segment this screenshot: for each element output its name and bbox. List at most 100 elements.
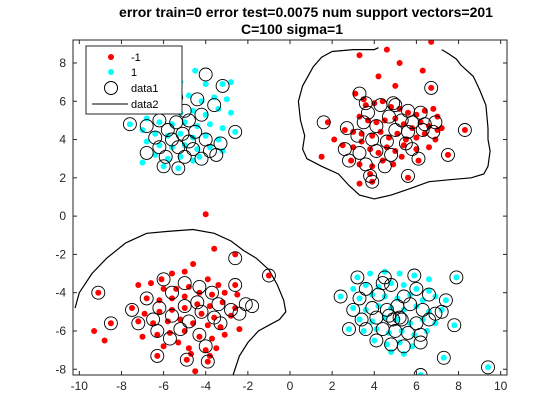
point-class-pos bbox=[143, 138, 150, 145]
point-class-pos bbox=[413, 285, 420, 292]
legend-label-boundary: data2 bbox=[131, 99, 159, 111]
point-class-pos bbox=[202, 132, 209, 139]
point-class-pos bbox=[156, 119, 163, 126]
point-class-pos bbox=[371, 337, 378, 344]
support-vector-marker bbox=[386, 96, 401, 111]
point-class-neg bbox=[367, 171, 374, 177]
point-class-pos bbox=[185, 92, 192, 99]
point-class-neg bbox=[232, 282, 239, 288]
point-class-neg bbox=[181, 268, 188, 275]
support-vector-marker bbox=[192, 279, 207, 294]
legend-marker-neg bbox=[108, 54, 114, 60]
point-class-neg bbox=[428, 40, 435, 45]
support-vector-marker bbox=[173, 322, 188, 337]
point-class-neg bbox=[107, 320, 114, 327]
support-vector-marker bbox=[165, 285, 179, 300]
point-class-pos bbox=[223, 96, 230, 103]
support-vector-marker bbox=[156, 272, 171, 287]
support-vector-marker bbox=[188, 124, 203, 139]
support-vector-marker bbox=[165, 308, 179, 323]
support-vector-marker bbox=[150, 324, 165, 338]
point-class-neg bbox=[265, 272, 272, 279]
point-class-neg bbox=[209, 335, 215, 342]
point-class-pos bbox=[411, 272, 418, 279]
y-tick-label: 2 bbox=[59, 171, 66, 185]
support-vector-marker bbox=[382, 109, 396, 124]
point-class-pos bbox=[160, 163, 167, 170]
support-vector-marker bbox=[192, 327, 207, 342]
point-class-neg bbox=[324, 119, 331, 126]
support-vector-marker bbox=[354, 312, 369, 327]
point-class-neg bbox=[356, 180, 363, 187]
point-class-neg bbox=[181, 293, 188, 300]
support-vector-marker bbox=[342, 322, 356, 337]
point-class-neg bbox=[204, 276, 211, 283]
point-class-neg bbox=[135, 282, 142, 288]
point-class-neg bbox=[175, 339, 182, 346]
point-class-pos bbox=[152, 130, 159, 137]
point-class-neg bbox=[217, 324, 224, 331]
support-vector-marker bbox=[377, 159, 392, 174]
support-vector-marker bbox=[415, 302, 430, 317]
support-vector-marker bbox=[346, 302, 361, 317]
support-vector-marker bbox=[424, 80, 439, 95]
point-class-neg bbox=[204, 322, 211, 329]
x-tick-label: 4 bbox=[371, 379, 378, 393]
support-vector-marker bbox=[152, 140, 167, 155]
point-class-neg bbox=[169, 306, 175, 313]
support-vector-marker bbox=[386, 312, 401, 327]
point-class-neg bbox=[164, 318, 171, 325]
support-vector-marker bbox=[407, 268, 422, 283]
point-class-neg bbox=[198, 310, 205, 317]
point-class-neg bbox=[405, 109, 411, 116]
point-class-pos bbox=[194, 146, 201, 153]
point-class-neg bbox=[352, 90, 359, 97]
point-class-neg bbox=[190, 261, 197, 267]
support-vector-marker bbox=[403, 297, 418, 312]
point-class-neg bbox=[428, 84, 435, 91]
support-vector-marker bbox=[436, 350, 451, 365]
support-vector-marker bbox=[358, 281, 373, 296]
point-class-pos bbox=[360, 328, 367, 334]
point-class-pos bbox=[356, 295, 363, 302]
point-class-pos bbox=[139, 159, 146, 166]
point-class-neg bbox=[341, 127, 348, 133]
support-vector-marker bbox=[417, 117, 432, 132]
point-class-neg bbox=[318, 153, 325, 160]
point-class-neg bbox=[419, 67, 426, 74]
support-vector-marker bbox=[103, 316, 118, 331]
point-class-neg bbox=[392, 82, 399, 89]
point-class-neg bbox=[141, 310, 148, 317]
point-class-pos bbox=[356, 316, 363, 323]
point-class-pos bbox=[350, 285, 357, 292]
point-class-pos bbox=[417, 372, 424, 375]
x-tick-label: -2 bbox=[243, 379, 254, 393]
point-class-pos bbox=[175, 165, 182, 172]
point-class-pos bbox=[192, 67, 199, 74]
support-vector-marker bbox=[426, 124, 441, 139]
support-vector-marker bbox=[139, 119, 154, 134]
support-vector-marker bbox=[457, 123, 472, 137]
x-tick-label: 8 bbox=[455, 379, 462, 393]
point-class-neg bbox=[375, 149, 382, 156]
point-class-pos bbox=[346, 326, 352, 333]
y-tick-label: 4 bbox=[59, 133, 66, 147]
chart-title-line2: C=100 sigma=1 bbox=[241, 21, 343, 37]
support-vector-marker bbox=[409, 281, 424, 296]
point-class-pos bbox=[177, 130, 184, 137]
point-class-pos bbox=[202, 111, 209, 118]
point-class-pos bbox=[126, 121, 133, 128]
support-vector-marker bbox=[232, 306, 247, 321]
support-vector-marker bbox=[162, 331, 177, 346]
support-vector-marker bbox=[122, 117, 137, 132]
point-class-neg bbox=[236, 326, 243, 333]
y-tick-label: -4 bbox=[55, 286, 66, 300]
point-class-neg bbox=[160, 343, 167, 350]
point-class-neg bbox=[221, 331, 228, 338]
support-vector-marker bbox=[369, 333, 384, 348]
legend-marker-pos bbox=[108, 69, 114, 75]
support-vector-marker bbox=[152, 301, 167, 315]
support-vector-marker bbox=[358, 322, 373, 337]
point-class-pos bbox=[442, 297, 449, 304]
